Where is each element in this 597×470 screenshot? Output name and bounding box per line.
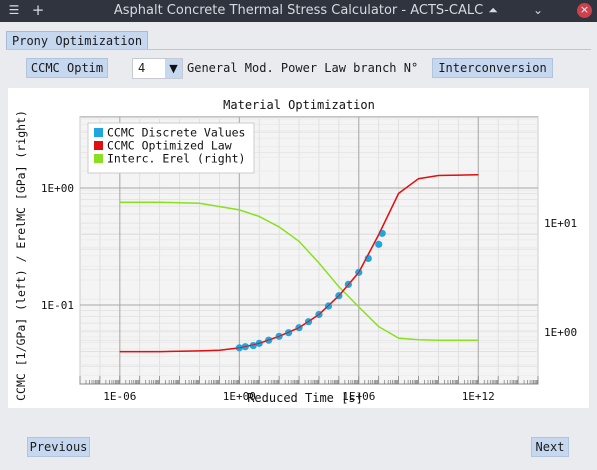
legend-label: CCMC Discrete Values	[107, 126, 245, 140]
legend-swatch	[94, 154, 103, 163]
legend-swatch	[94, 128, 103, 137]
legend-label: Interc. Erel (right)	[107, 152, 245, 166]
series-line-ccmc-optimized-overlay	[119, 174, 479, 353]
data-point-ccmc-discrete	[364, 254, 372, 263]
x-tick-label: 1E+00	[223, 390, 256, 403]
y-right-tick-label: 1E+01	[544, 217, 577, 230]
series-line-interc-erel	[119, 201, 479, 342]
chart-title: Material Optimization	[223, 98, 375, 112]
main-window: Prony Optimization CCMC Optim 4 ▼ Genera…	[0, 22, 597, 470]
data-point-ccmc-discrete	[249, 341, 257, 350]
dropdown-arrow-icon[interactable]: ▼	[165, 59, 182, 78]
interconversion-button[interactable]: Interconversion	[432, 58, 553, 78]
shade-up-icon[interactable]: ⏶	[488, 3, 498, 17]
window-menu-icon[interactable]: ☰	[8, 3, 20, 17]
material-optimization-chart: Material Optimization Reduced Time [s] CCM…	[14, 98, 577, 405]
tab-prony-optimization[interactable]: Prony Optimization	[6, 31, 149, 49]
window-title: Asphalt Concrete Thermal Stress Calculat…	[113, 3, 484, 18]
branch-spinbox[interactable]: 4 ▼	[132, 58, 183, 79]
y-right-tick-label: 1E+00	[544, 326, 577, 339]
legend-box	[87, 122, 255, 174]
branch-label: General Mod. Power Law branch N°	[187, 61, 419, 75]
close-icon: ×	[579, 3, 590, 16]
branch-value[interactable]: 4	[138, 61, 146, 75]
y-left-tick-label: 1E-01	[41, 299, 74, 312]
ccmc-optim-button[interactable]: CCMC Optim	[26, 58, 108, 78]
y-axis-label: CCMC [1/GPa] (left) / ErelMC [GPa] (righ…	[14, 110, 28, 401]
y-left-tick-label: 1E+00	[41, 182, 74, 195]
next-button[interactable]: Next	[531, 437, 569, 457]
x-tick-label: 1E+06	[342, 390, 375, 403]
plot-panel: Material Optimization Reduced Time [s] CCM…	[8, 88, 589, 408]
previous-button[interactable]: Previous	[27, 437, 90, 457]
legend-swatch	[94, 141, 103, 150]
minimize-icon[interactable]: ⌄	[532, 3, 544, 17]
x-tick-label: 1E+12	[462, 390, 495, 403]
title-bar: ☰ + Asphalt Concrete Thermal Stress Calc…	[0, 0, 597, 22]
add-icon[interactable]: +	[31, 1, 45, 19]
data-point-ccmc-discrete	[375, 240, 383, 248]
x-tick-label: 1E-06	[103, 390, 136, 403]
close-button[interactable]: ×	[577, 3, 592, 18]
x-axis-label: Reduced Time [s]	[247, 391, 363, 405]
legend-label: CCMC Optimized Law	[107, 139, 232, 153]
tab-divider	[6, 49, 591, 50]
